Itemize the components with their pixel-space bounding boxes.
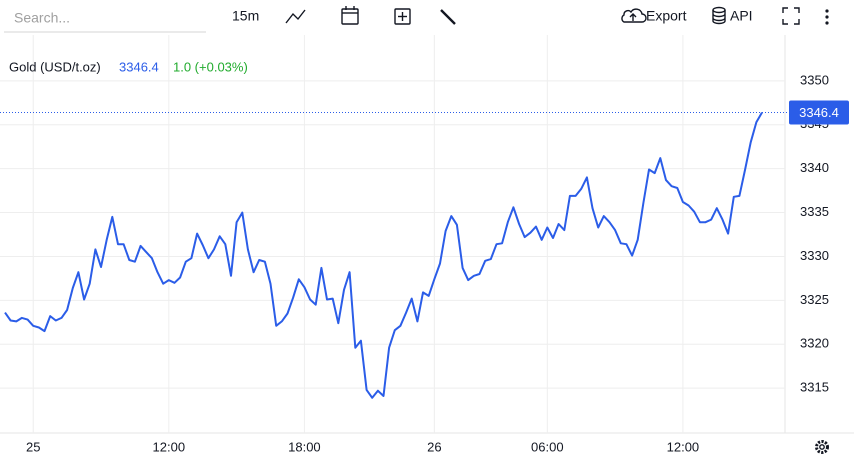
legend-change: 1.0 (+0.03%) (173, 59, 248, 74)
y-tick-label: 3330 (800, 248, 829, 263)
x-tick-label: 12:00 (667, 439, 700, 454)
calendar-icon[interactable] (341, 6, 359, 25)
y-tick-label: 3320 (800, 336, 829, 351)
export-button[interactable]: Export (646, 8, 687, 24)
export-icon[interactable] (621, 8, 647, 23)
chart-type-icon[interactable] (285, 9, 306, 24)
toolbar: Search... 15m Export API (4, 2, 829, 33)
last-price-tag (789, 100, 849, 125)
x-tick-label: 18:00 (288, 439, 321, 454)
x-tick-label: 12:00 (153, 439, 186, 454)
y-tick-label: 3350 (800, 72, 829, 87)
tools-icon[interactable] (440, 9, 456, 25)
api-icon[interactable] (712, 6, 726, 25)
add-icon[interactable] (394, 8, 411, 25)
y-tick-label: 3315 (800, 380, 829, 395)
search-box[interactable] (4, 2, 206, 32)
legend: Gold (USD/t.oz) 3346.4 1.0 (+0.03%) (9, 59, 248, 74)
x-tick-label: 06:00 (531, 439, 564, 454)
interval-button[interactable]: 15m (232, 8, 259, 24)
last-price-label: 3346.4 (799, 105, 839, 120)
y-tick-label: 3340 (800, 160, 829, 175)
settings-icon[interactable] (815, 440, 829, 454)
grid: 331533203325333033353340334533502512:001… (0, 35, 829, 454)
y-tick-label: 3325 (800, 292, 829, 307)
x-tick-label: 26 (427, 439, 441, 454)
plot: 3346.4 (0, 100, 849, 399)
more-icon[interactable] (825, 9, 829, 25)
api-button[interactable]: API (730, 8, 753, 24)
legend-symbol: Gold (USD/t.oz) (9, 59, 101, 74)
search-placeholder: Search... (14, 10, 70, 26)
x-tick-label: 25 (26, 439, 40, 454)
y-tick-label: 3335 (800, 204, 829, 219)
fullscreen-icon[interactable] (782, 7, 800, 25)
price-line (4, 111, 763, 399)
legend-price: 3346.4 (119, 59, 159, 74)
